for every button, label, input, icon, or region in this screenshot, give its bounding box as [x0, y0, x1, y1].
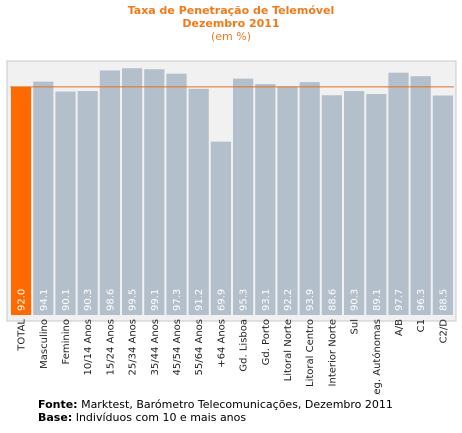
value-label-16: 90.3	[350, 289, 361, 311]
source-line: Fonte: Marktest, Barómetro Telecomunicaç…	[38, 398, 393, 411]
value-label-12: 93.1	[261, 289, 272, 311]
category-labels-group: TOTAL Masculino Feminino 10/14 Anos 15/24 An…	[17, 319, 450, 395]
bar-2	[33, 81, 54, 315]
bar-17	[366, 94, 387, 315]
category-label-8: 45/54 Anos	[172, 319, 183, 376]
value-label-15: 88.6	[327, 289, 338, 311]
value-label-18: 97.7	[394, 289, 405, 311]
bar-5	[99, 70, 120, 315]
value-label-17: 89.1	[372, 289, 383, 311]
base-text: Indivíduos com 10 e mais anos	[75, 411, 247, 424]
bar-20	[432, 95, 453, 316]
category-label-9: 55/64 Anos	[194, 319, 205, 376]
category-label-3: Feminino	[61, 319, 72, 364]
bar-18	[388, 72, 409, 315]
chart-unit: (em %)	[210, 30, 251, 43]
base-label: Base:	[38, 411, 73, 424]
category-label-18: A/B	[394, 319, 405, 336]
chart-title: Taxa de Penetração de Telemóvel	[127, 4, 335, 17]
value-label-10: 69.9	[216, 289, 227, 311]
bar-1	[11, 86, 32, 315]
base-line: Base: Indivíduos com 10 e mais anos	[38, 411, 393, 424]
category-label-10: +64 Anos	[216, 319, 227, 368]
bar-9	[188, 88, 209, 315]
category-label-4: 10/14 Anos	[83, 319, 94, 376]
bar-10	[210, 141, 231, 315]
category-label-12: Gd. Porto	[261, 319, 272, 365]
bar-6	[122, 68, 143, 316]
bar-7	[144, 69, 165, 315]
category-label-2: Masculino	[39, 319, 50, 369]
value-label-13: 92.2	[283, 289, 294, 311]
value-label-8: 97.3	[172, 289, 183, 311]
value-label-6: 99.5	[128, 289, 139, 311]
value-label-7: 99.1	[150, 289, 161, 311]
category-label-16: Sul	[350, 319, 361, 334]
category-label-14: Litoral Centro	[305, 319, 316, 387]
category-label-6: 25/34 Anos	[128, 319, 139, 376]
value-label-3: 90.1	[61, 289, 72, 311]
source-text: Marktest, Barómetro Telecomunicações, De…	[81, 398, 393, 411]
category-label-15: Interior Norte	[327, 319, 338, 386]
bar-3	[55, 91, 76, 315]
bar-8	[166, 73, 187, 315]
value-label-19: 96.3	[416, 289, 427, 311]
value-label-5: 98.6	[105, 289, 116, 311]
bar-chart: 92.0 94.1 90.1 90.3 98.6 99.5 99.1 97.3 91.2 69.9…	[6, 60, 457, 395]
bar-13	[277, 86, 298, 315]
category-label-1: TOTAL	[17, 319, 28, 352]
chart-title-block: Taxa de Penetração de Telemóvel Dezembro…	[0, 4, 462, 43]
value-label-9: 91.2	[194, 289, 205, 311]
bar-16	[344, 91, 365, 315]
bar-15	[321, 95, 342, 316]
value-label-14: 93.9	[305, 289, 316, 311]
category-label-17: Reg. Autónomas	[371, 319, 383, 395]
bar-19	[410, 76, 431, 316]
category-label-11: Gd. Lisboa	[239, 319, 250, 372]
chart-subtitle: Dezembro 2011	[182, 17, 280, 30]
bars-group	[11, 68, 453, 316]
source-label: Fonte:	[38, 398, 78, 411]
value-label-11: 95.3	[239, 289, 250, 311]
bar-11	[233, 78, 254, 315]
bar-14	[299, 82, 320, 315]
bar-12	[255, 84, 276, 315]
footer: Fonte: Marktest, Barómetro Telecomunicaç…	[38, 398, 393, 424]
bar-4	[77, 91, 98, 315]
value-label-20: 88.5	[438, 289, 449, 311]
category-label-5: 15/24 Anos	[105, 319, 116, 376]
value-label-2: 94.1	[39, 289, 50, 311]
category-label-19: C1	[416, 319, 427, 332]
value-label-1: 92.0	[17, 289, 28, 311]
category-label-13: Litoral Norte	[283, 319, 294, 381]
value-labels-group: 92.0 94.1 90.1 90.3 98.6 99.5 99.1 97.3 91.2 69.9…	[17, 289, 450, 311]
value-label-4: 90.3	[83, 289, 94, 311]
category-label-7: 35/44 Anos	[150, 319, 161, 376]
category-label-20: C2/D	[438, 319, 449, 344]
